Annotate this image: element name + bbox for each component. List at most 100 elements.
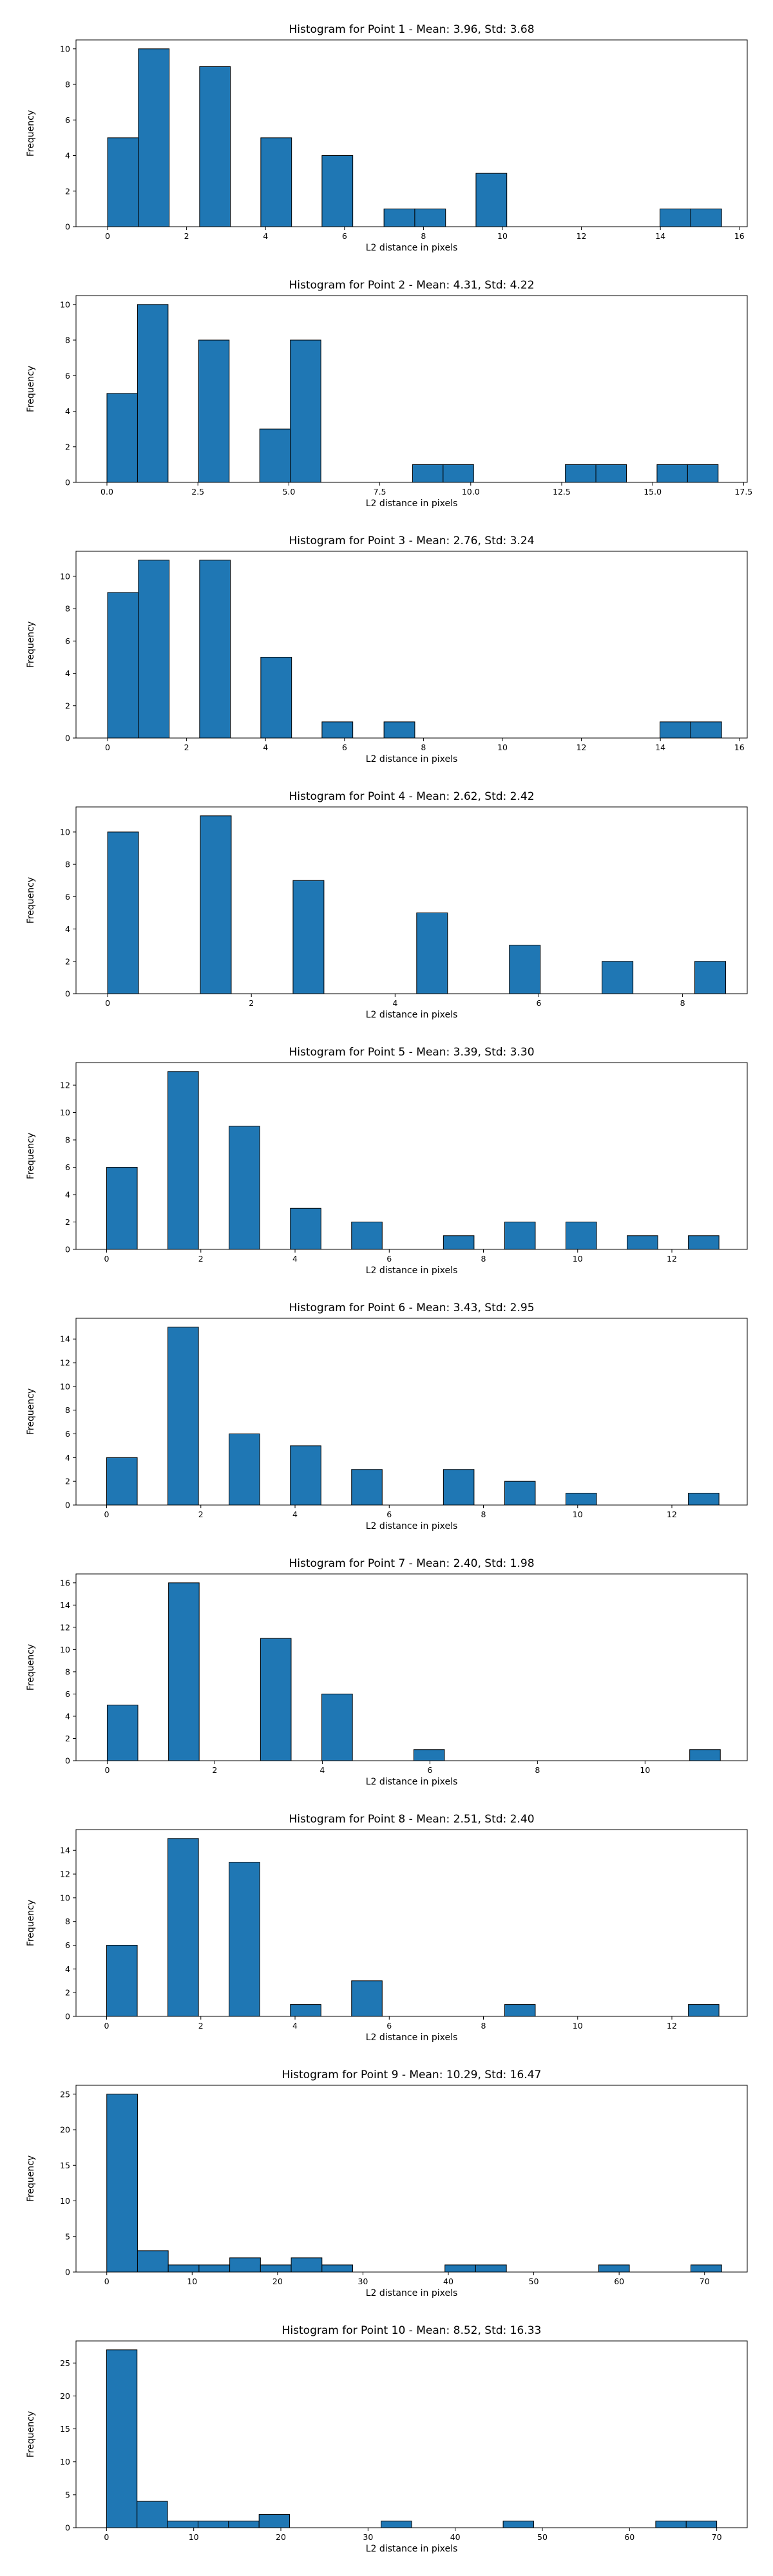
y-tick-label: 10 (60, 1108, 70, 1117)
y-tick-label: 0 (65, 222, 70, 232)
histogram-bar (383, 208, 415, 227)
histogram-bar (229, 2257, 261, 2273)
chart-title: Histogram for Point 4 - Mean: 2.62, Std:… (289, 790, 534, 803)
histogram-bar (107, 592, 139, 739)
histogram-bar (167, 1327, 199, 1506)
histogram-bar (351, 1222, 383, 1250)
y-tick-label: 2 (65, 442, 70, 451)
histogram-bar (106, 2094, 138, 2273)
chart-title: Histogram for Point 1 - Mean: 3.96, Std:… (289, 23, 534, 36)
histogram-bar (475, 173, 508, 227)
histogram-bar (565, 464, 596, 483)
x-tick-label: 4 (392, 998, 397, 1008)
chart-panel-7: Histogram for Point 7 - Mean: 2.40, Std:… (26, 1557, 748, 1787)
y-axis-label: Frequency (26, 1388, 36, 1435)
y-tick-label: 14 (60, 1334, 70, 1344)
y-tick-label: 8 (65, 336, 70, 345)
x-tick-label: 6 (536, 998, 541, 1008)
histogram-bar (107, 137, 139, 227)
histogram-bar (167, 2264, 200, 2273)
y-tick-label: 10 (60, 299, 70, 309)
histogram-bar (107, 831, 139, 994)
histogram-bar (137, 2250, 169, 2273)
histogram-bar (229, 1862, 260, 2017)
histogram-bar (260, 137, 292, 227)
plot-frame (75, 1318, 748, 1506)
x-tick-label: 8 (421, 743, 426, 752)
y-axis-label: Frequency (26, 621, 36, 668)
x-tick-label: 16 (734, 231, 745, 241)
histogram-bar (595, 464, 627, 483)
x-tick-label: 0 (105, 231, 110, 241)
x-axis-label: L2 distance in pixels (366, 1777, 458, 1787)
histogram-bar (688, 2004, 720, 2017)
y-tick-label: 8 (65, 1135, 70, 1145)
y-tick-label: 8 (65, 1917, 70, 1926)
histogram-bar (106, 2349, 138, 2528)
histogram-bar (200, 815, 232, 994)
x-tick-label: 0 (104, 2021, 110, 2031)
y-tick-label: 2 (65, 1988, 70, 1998)
histogram-bar (690, 208, 722, 227)
histogram-bar (660, 721, 691, 739)
y-tick-label: 5 (65, 2490, 70, 2499)
y-tick-label: 6 (65, 1689, 70, 1699)
x-tick-label: 40 (443, 2277, 453, 2286)
y-tick-label: 0 (65, 1501, 70, 1510)
histogram-bar (137, 304, 169, 483)
histogram-bar (413, 1749, 445, 1761)
histogram-bar (504, 2004, 536, 2017)
histogram-bar (321, 1693, 353, 1761)
plot-frame (75, 295, 748, 483)
x-tick-label: 50 (529, 2277, 539, 2286)
x-tick-label: 6 (342, 743, 347, 752)
histogram-bar (290, 2004, 321, 2017)
x-tick-label: 2 (198, 2021, 204, 2031)
histogram-bar (167, 1071, 199, 1250)
x-tick-label: 0.0 (100, 487, 113, 497)
histogram-bar (443, 1235, 475, 1250)
x-tick-label: 4 (263, 743, 268, 752)
histogram-bar (351, 1980, 383, 2017)
y-tick-label: 2 (65, 1734, 70, 1743)
histogram-bar (106, 393, 138, 483)
x-tick-label: 8 (535, 1765, 540, 1775)
chart-panel-8: Histogram for Point 8 - Mean: 2.51, Std:… (26, 1813, 748, 2043)
x-tick-label: 8 (481, 1254, 486, 1264)
x-axis-label: L2 distance in pixels (366, 2032, 458, 2043)
histogram-bar (509, 945, 541, 994)
x-tick-label: 2 (184, 231, 189, 241)
histogram-bar (290, 1445, 321, 1506)
x-axis-label: L2 distance in pixels (366, 1010, 458, 1020)
histogram-bar (689, 1749, 721, 1761)
y-tick-label: 10 (60, 571, 70, 581)
plot-frame (75, 2085, 748, 2273)
histogram-bar (229, 1434, 260, 1506)
y-tick-label: 0 (65, 2012, 70, 2022)
x-axis-label: L2 distance in pixels (366, 754, 458, 764)
histogram-bar (351, 1469, 383, 1506)
chart-panel-5: Histogram for Point 5 - Mean: 3.39, Std:… (26, 1046, 748, 1276)
x-tick-label: 2 (212, 1765, 217, 1775)
x-tick-label: 4 (292, 2021, 298, 2031)
x-axis-label: L2 distance in pixels (366, 243, 458, 253)
y-tick-label: 2 (65, 186, 70, 196)
y-axis-label: Frequency (26, 366, 36, 412)
x-tick-label: 2.5 (191, 487, 204, 497)
y-tick-label: 5 (65, 2231, 70, 2241)
x-tick-label: 0 (105, 743, 110, 752)
x-tick-label: 12.5 (553, 487, 571, 497)
y-axis-label: Frequency (26, 2411, 36, 2458)
plot-frame (75, 551, 748, 739)
histogram-bar (228, 2521, 260, 2528)
histogram-bar (199, 560, 231, 739)
histogram-bar (229, 1126, 260, 1250)
x-tick-label: 20 (272, 2277, 283, 2286)
y-tick-label: 6 (65, 892, 70, 902)
y-tick-label: 10 (60, 1893, 70, 1902)
x-tick-label: 10 (189, 2532, 199, 2542)
histogram-bar (383, 721, 415, 739)
x-tick-label: 4 (320, 1765, 325, 1775)
x-tick-label: 4 (292, 1510, 298, 1519)
x-tick-label: 6 (386, 1510, 392, 1519)
